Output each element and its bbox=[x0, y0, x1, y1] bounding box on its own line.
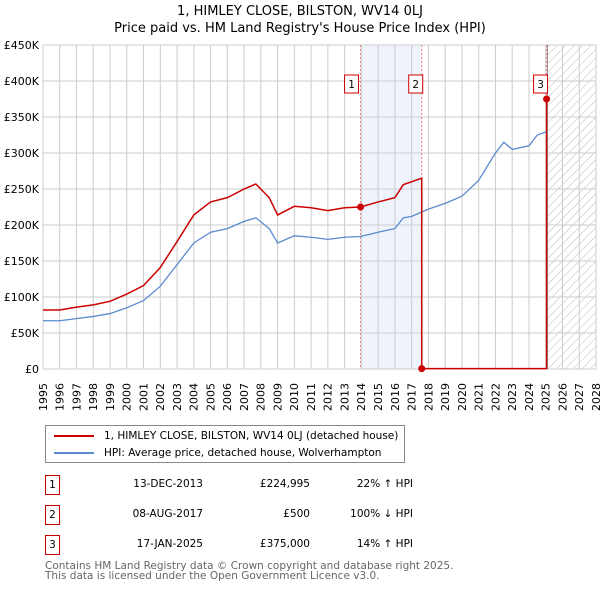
sale-label: 2 bbox=[412, 79, 419, 91]
plot-area: 1995 1996 1997 1998 1999 2000 2001 2002 2003 2004… bbox=[4, 39, 600, 411]
transaction-hpi: 14% ↑ HPI bbox=[356, 538, 413, 550]
transaction-date: 17-JAN-2025 bbox=[136, 538, 203, 550]
x-tick-label: 1998 bbox=[87, 383, 100, 411]
y-tick-label: £350K bbox=[4, 111, 40, 124]
x-tick-label: 1996 bbox=[54, 383, 67, 411]
x-tick-label: 2006 bbox=[221, 383, 234, 411]
hpi-line bbox=[43, 130, 548, 322]
x-tick-label: 2017 bbox=[406, 383, 419, 411]
x-tick-label: 2027 bbox=[573, 383, 586, 411]
transaction-number: 2 bbox=[45, 505, 60, 525]
x-tick-label: 2026 bbox=[556, 383, 569, 411]
transaction-price: £224,995 bbox=[259, 478, 310, 490]
x-tick-label: 1997 bbox=[70, 383, 83, 411]
sale-point bbox=[418, 365, 426, 373]
transaction-price: £375,000 bbox=[259, 538, 310, 550]
x-tick-label: 2008 bbox=[255, 383, 268, 411]
x-tick-label: 2003 bbox=[171, 383, 184, 411]
x-tick-label: 2022 bbox=[489, 383, 502, 411]
x-tick-label: 2001 bbox=[137, 383, 150, 411]
y-tick-label: £150K bbox=[4, 255, 40, 268]
footer: Contains HM Land Registry data © Crown c… bbox=[45, 560, 454, 582]
y-tick-label: £450K bbox=[4, 39, 40, 52]
x-tick-label: 1999 bbox=[104, 383, 117, 411]
sale-label-box bbox=[533, 74, 549, 94]
y-tick-label: £50K bbox=[11, 327, 40, 340]
transaction-hpi: 22% ↑ HPI bbox=[356, 478, 413, 490]
x-tick-label: 2023 bbox=[506, 383, 519, 411]
x-tick-label: 2020 bbox=[456, 383, 469, 411]
x-tick-label: 2005 bbox=[204, 383, 217, 411]
x-tick-label: 2016 bbox=[389, 383, 402, 411]
y-tick-label: £400K bbox=[4, 75, 40, 88]
x-tick-label: 2025 bbox=[540, 383, 553, 411]
sale-label-box bbox=[408, 74, 424, 94]
footer-line-1: Contains HM Land Registry data © Crown c… bbox=[45, 560, 454, 572]
transaction-row: 1 13-DEC-2013 £224,995 22% ↑ HPI bbox=[45, 475, 413, 495]
legend-label-hpi: HPI: Average price, detached house, Wolv… bbox=[104, 447, 382, 459]
x-tick-label: 2018 bbox=[422, 383, 435, 411]
transaction-date: 08-AUG-2017 bbox=[132, 508, 203, 520]
x-tick-label: 2028 bbox=[590, 383, 600, 411]
sale-label: 1 bbox=[348, 79, 355, 91]
x-tick-label: 2011 bbox=[305, 383, 318, 411]
chart-title: 1, HIMLEY CLOSE, BILSTON, WV14 0LJ bbox=[177, 4, 423, 19]
legend-label-property: 1, HIMLEY CLOSE, BILSTON, WV14 0LJ (deta… bbox=[104, 430, 399, 442]
transaction-row: 3 17-JAN-2025 £375,000 14% ↑ HPI bbox=[45, 535, 413, 555]
y-tick-label: £300K bbox=[4, 147, 40, 160]
x-tick-label: 2009 bbox=[271, 383, 284, 411]
sale-point bbox=[357, 203, 365, 211]
y-tick-label: £250K bbox=[4, 183, 40, 196]
x-tick-label: 2002 bbox=[154, 383, 167, 411]
transaction-date: 13-DEC-2013 bbox=[133, 478, 203, 490]
property-line bbox=[43, 98, 548, 370]
x-tick-label: 2021 bbox=[473, 383, 486, 411]
shaded-period bbox=[360, 45, 422, 369]
x-tick-label: 2007 bbox=[238, 383, 251, 411]
x-tick-label: 2012 bbox=[322, 383, 335, 411]
x-tick-label: 1995 bbox=[37, 383, 50, 411]
transaction-price: £500 bbox=[283, 508, 310, 520]
transaction-row: 2 08-AUG-2017 £500 100% ↓ HPI bbox=[45, 505, 413, 525]
x-tick-label: 2010 bbox=[288, 383, 301, 411]
y-tick-label: £200K bbox=[4, 219, 40, 232]
x-tick-label: 2019 bbox=[439, 383, 452, 411]
x-tick-label: 2024 bbox=[523, 383, 536, 411]
y-tick-label: £0 bbox=[25, 363, 39, 376]
transaction-number: 1 bbox=[45, 475, 60, 495]
x-tick-label: 2014 bbox=[355, 383, 368, 411]
transaction-hpi: 100% ↓ HPI bbox=[350, 508, 413, 520]
sale-label-box bbox=[344, 74, 360, 94]
future-hatch bbox=[547, 45, 596, 369]
x-tick-label: 2004 bbox=[188, 383, 201, 411]
y-tick-label: £100K bbox=[4, 291, 40, 304]
x-tick-label: 2015 bbox=[372, 383, 385, 411]
legend-swatch-property bbox=[54, 435, 94, 437]
legend-swatch-hpi bbox=[54, 452, 94, 454]
x-tick-label: 2013 bbox=[338, 383, 351, 411]
footer-line-2: This data is licensed under the Open Gov… bbox=[45, 570, 380, 582]
sale-label: 3 bbox=[537, 79, 544, 91]
chart-subtitle: Price paid vs. HM Land Registry's House … bbox=[114, 21, 486, 36]
sale-point bbox=[543, 95, 551, 103]
legend: 1, HIMLEY CLOSE, BILSTON, WV14 0LJ (deta… bbox=[45, 425, 405, 463]
transaction-number: 3 bbox=[45, 535, 60, 555]
x-tick-label: 2000 bbox=[121, 383, 134, 411]
